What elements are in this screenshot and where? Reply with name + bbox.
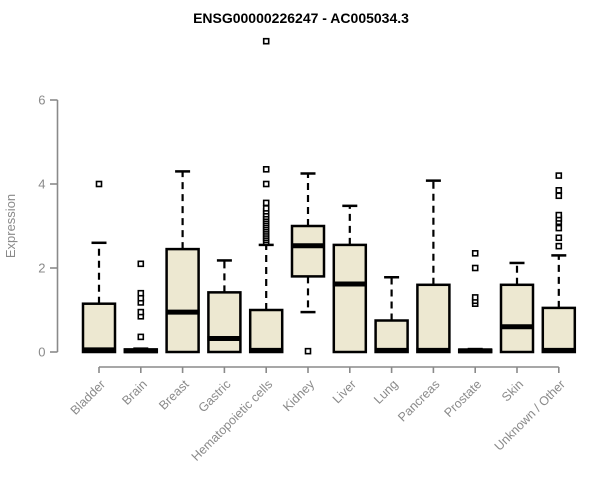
y-tick-label: 0 — [38, 345, 45, 360]
box — [81, 302, 117, 354]
x-category-label: Liver — [330, 377, 359, 406]
y-tick-label: 4 — [38, 177, 45, 192]
box — [207, 291, 242, 354]
box — [541, 306, 577, 354]
box — [165, 247, 200, 354]
x-category-label: Lung — [371, 377, 401, 407]
x-category-label: Brain — [119, 377, 150, 408]
outlier-point — [471, 250, 479, 257]
x-category-label: Kidney — [280, 377, 317, 414]
box — [248, 308, 284, 354]
outlier-point — [262, 166, 270, 173]
outlier-point — [137, 333, 145, 341]
outlier-point — [471, 264, 479, 272]
outlier-point — [555, 172, 563, 179]
outlier-point — [262, 37, 270, 45]
box — [499, 283, 535, 354]
outlier-point — [471, 294, 479, 301]
y-tick-label: 6 — [38, 93, 45, 108]
outlier-point — [555, 242, 563, 250]
box — [374, 319, 409, 354]
x-category-label: Pancreas — [395, 377, 442, 424]
outlier-point — [304, 347, 312, 355]
outlier-point — [555, 224, 563, 232]
x-category-label: Gastric — [196, 377, 234, 415]
outlier-point — [137, 260, 145, 268]
outlier-point — [262, 199, 270, 207]
y-axis-label: Expression — [3, 194, 18, 258]
outlier-point — [555, 211, 563, 219]
x-category-label: Skin — [499, 377, 526, 404]
outlier-point — [95, 180, 103, 188]
outlier-point — [262, 180, 270, 188]
y-tick-label: 2 — [38, 261, 45, 276]
box — [290, 224, 326, 278]
x-category-label: Breast — [156, 377, 192, 413]
x-category-label: Unknown / Other — [492, 377, 568, 453]
x-category-label: Bladder — [68, 377, 108, 417]
outlier-point — [555, 192, 563, 200]
outlier-point — [137, 308, 145, 316]
outlier-point — [262, 205, 270, 212]
box — [416, 283, 451, 354]
box — [332, 243, 368, 354]
outlier-point — [555, 187, 563, 194]
chart-title: ENSG00000226247 - AC005034.3 — [193, 10, 409, 26]
outlier-point — [137, 289, 145, 297]
outlier-point — [555, 234, 563, 242]
x-category-label: Prostate — [441, 377, 484, 420]
plot-area: 0 2 4 6 Bladder Brain Breast GastricHematopoiet… — [38, 37, 577, 464]
x-category-label: Hematopoietic cells — [189, 377, 276, 464]
